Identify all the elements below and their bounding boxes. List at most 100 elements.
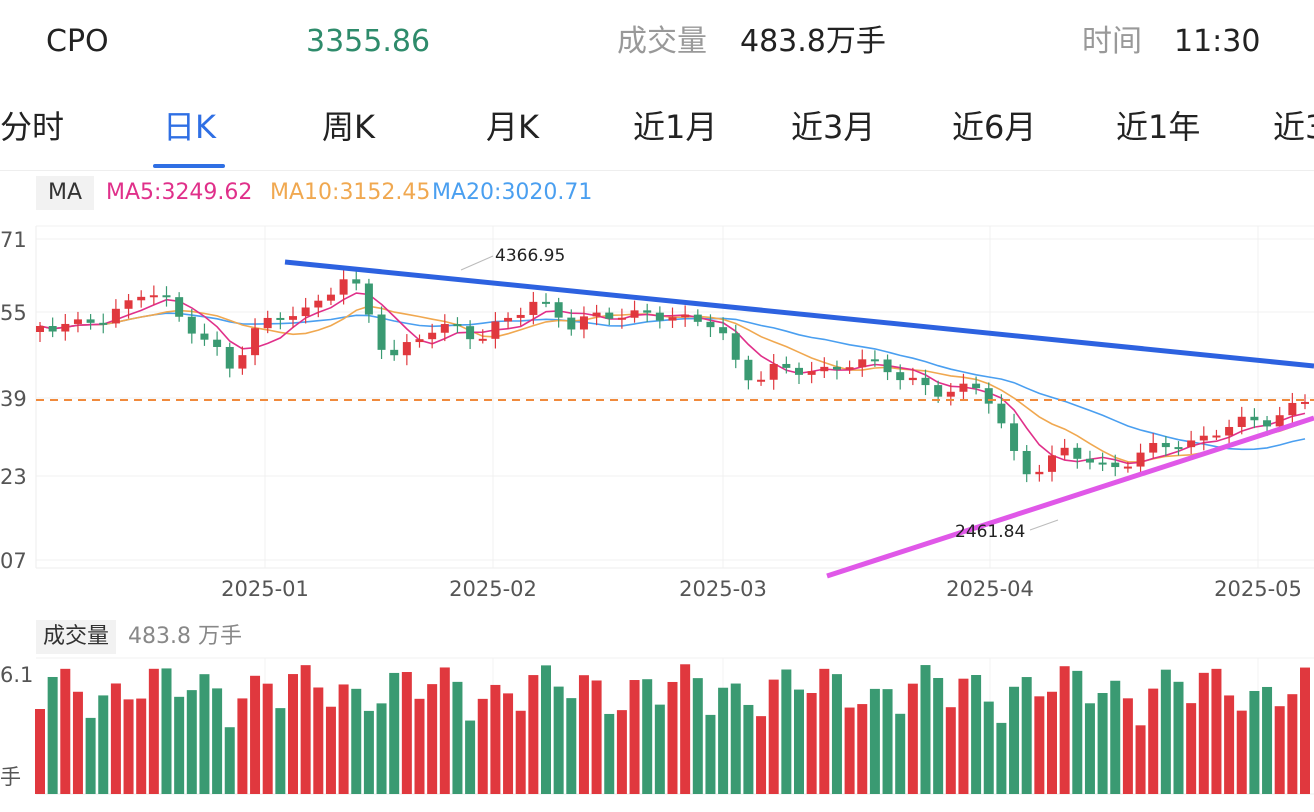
candle-body [314, 300, 323, 308]
candle-body [200, 333, 209, 340]
candle-body [782, 363, 791, 368]
candle-body [1022, 450, 1031, 475]
candle-body [466, 326, 475, 340]
candle-body [529, 301, 538, 315]
candle-body [402, 342, 411, 356]
candle-body [149, 295, 158, 298]
ma-tag[interactable]: MA [36, 176, 94, 210]
volume-bar [680, 664, 691, 794]
candle-body [655, 312, 664, 321]
volume-bar [338, 684, 349, 794]
volume-bar [983, 701, 994, 794]
time-label: 时间 [1082, 24, 1142, 59]
candle-body [997, 403, 1006, 424]
candle-body [1111, 462, 1120, 468]
support-trendline [826, 415, 1314, 579]
candle-body [554, 302, 563, 318]
candle-body [1237, 416, 1246, 427]
volume-bar [199, 674, 210, 794]
volume-bar [907, 683, 918, 794]
candle-body [1212, 435, 1221, 438]
candle-body [504, 317, 513, 322]
volume-bar [831, 674, 842, 794]
volume-bar [186, 690, 197, 794]
candle-body [946, 391, 955, 397]
candle-body [972, 383, 981, 389]
candle-body [1187, 440, 1196, 448]
candle-body [516, 314, 525, 318]
volume-bar [958, 678, 969, 794]
candle-body [86, 319, 95, 323]
volume-bar [262, 683, 273, 794]
volume-bar [313, 687, 324, 794]
x-tick-label: 2025-02 [449, 577, 537, 601]
tab-weekly-k[interactable]: 周K [322, 108, 375, 146]
volume-bar [718, 687, 729, 794]
tab-3-months[interactable]: 近3月 [791, 108, 876, 146]
candle-body [934, 385, 943, 397]
candle-body [48, 326, 57, 332]
volume-bar [1211, 668, 1222, 794]
volume-bar [427, 684, 438, 794]
candle-body [124, 300, 133, 309]
time-value: 11:30 [1174, 24, 1261, 59]
tab-daily-k[interactable]: 日K [163, 108, 216, 146]
candle-body [301, 307, 310, 317]
tab-intraday[interactable]: 分时 [0, 108, 65, 146]
volume-bar [642, 679, 653, 794]
candles [36, 269, 1309, 483]
candle-body [883, 359, 892, 373]
candle-body [377, 314, 386, 350]
candle-body [757, 379, 766, 382]
tab-6-months[interactable]: 近6月 [952, 108, 1037, 146]
candle-body [579, 316, 588, 330]
volume-chart[interactable]: 6.1 手 [0, 656, 1314, 796]
candle-body [643, 310, 652, 313]
volume-bar [844, 707, 855, 794]
candle-body [807, 371, 816, 375]
period-tabs: 分时 日K 周K 月K 近1月 近3月 近6月 近1年 近3 [0, 98, 1314, 171]
volume-bar [996, 722, 1007, 794]
y-tick-label: 39 [0, 387, 27, 411]
candle-body [908, 377, 917, 381]
candle-body [1199, 435, 1208, 441]
volume-bar [465, 720, 476, 794]
volume-bar [933, 677, 944, 794]
volume-bar [1072, 670, 1083, 794]
resistance-trendline [284, 259, 1314, 369]
candle-body [1225, 426, 1234, 436]
tab-1-year[interactable]: 近1年 [1116, 108, 1201, 146]
x-tick-label: 2025-01 [221, 577, 309, 601]
volume-bar [1084, 703, 1095, 794]
volume-bar [1122, 698, 1133, 794]
volume-bar [376, 703, 387, 794]
candle-body [1085, 458, 1094, 463]
high-annotation: 4366.95 [495, 246, 565, 266]
volume-bar [667, 681, 678, 794]
ma20-line [39, 312, 1306, 451]
candle-body [959, 383, 968, 392]
tab-monthly-k[interactable]: 月K [486, 108, 539, 146]
chart-grid [35, 225, 1314, 569]
y-axis-labels: 71 55 39 23 07 [0, 228, 27, 573]
volume-tag[interactable]: 成交量 [36, 620, 116, 654]
tab-1-month[interactable]: 近1月 [633, 108, 718, 146]
volume-bar [743, 704, 754, 794]
tab-3-years[interactable]: 近3 [1273, 108, 1314, 146]
candle-body [428, 332, 437, 340]
ma10-line [39, 305, 1306, 463]
candle-body [719, 327, 728, 334]
volume-bar [148, 668, 159, 794]
candle-body [440, 324, 449, 333]
volume-bar [275, 708, 286, 794]
volume-bar [692, 678, 703, 794]
candle-body [187, 316, 196, 334]
index-price: 3355.86 [306, 24, 431, 59]
volume-bar [654, 704, 665, 794]
volume-bar [1274, 706, 1285, 794]
chart-annotations: 4366.95 2461.84 [36, 246, 1314, 579]
volume-bar [1021, 677, 1032, 794]
volume-bar [212, 688, 223, 794]
candle-body [1149, 442, 1158, 453]
